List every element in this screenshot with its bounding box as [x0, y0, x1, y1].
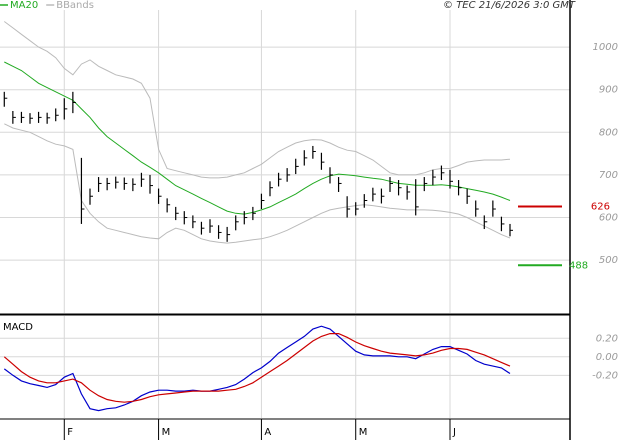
band-line — [4, 21, 511, 179]
y-tick-label: 1000 — [593, 42, 618, 53]
y-tick-label: 600 — [599, 213, 618, 224]
legend-label: BBands — [56, 0, 94, 11]
macd-title: MACD — [3, 322, 33, 333]
x-tick-label: J — [452, 427, 456, 438]
x-tick-label: M — [359, 427, 368, 438]
level-label: 488 — [569, 260, 588, 271]
band-line — [4, 123, 511, 244]
macd-line — [3, 333, 511, 403]
y-tick-label: 800 — [599, 127, 618, 138]
y-tick-label: 900 — [599, 85, 618, 96]
y-tick-label: -0.20 — [592, 370, 618, 381]
marks — [3, 21, 562, 412]
x-tick-label: F — [67, 427, 73, 438]
ma-line — [4, 61, 511, 215]
y-tick-label: 0.20 — [596, 333, 618, 344]
x-tick-label: M — [162, 427, 171, 438]
y-tick-label: 700 — [599, 170, 618, 181]
macd-line — [3, 325, 511, 412]
legend-label: MA20 — [10, 0, 38, 11]
y-tick-label: 0.00 — [596, 352, 618, 363]
copyright: © TEC 21/6/2026 3:0 GMT — [443, 0, 576, 11]
level-label: 626 — [591, 201, 610, 212]
y-tick-label: 500 — [599, 255, 618, 266]
grid — [0, 10, 570, 440]
x-tick-label: A — [264, 427, 271, 438]
